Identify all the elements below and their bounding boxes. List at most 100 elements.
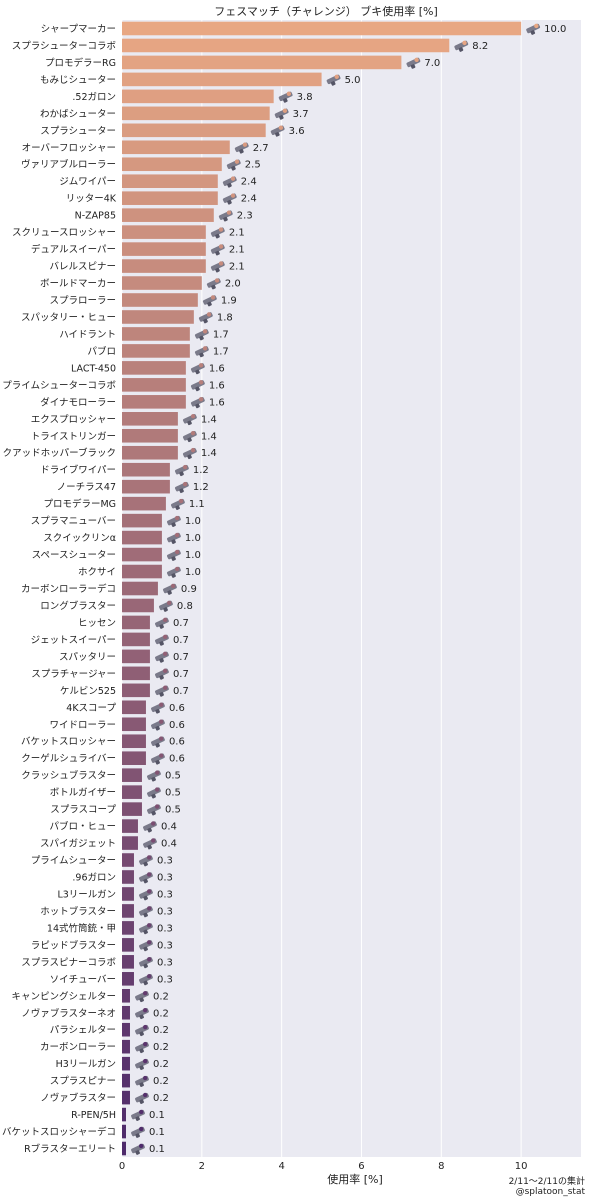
weapon-icon xyxy=(151,753,165,765)
value-label: 1.0 xyxy=(185,550,201,561)
value-label: 2.0 xyxy=(225,279,241,290)
category-label: .52ガロン xyxy=(72,92,116,103)
value-label: 1.2 xyxy=(193,465,209,476)
weapon-icon xyxy=(210,261,225,273)
value-label: 0.6 xyxy=(169,754,185,765)
weapon-icon xyxy=(198,312,213,324)
weapon-icon xyxy=(155,617,169,629)
value-label: 8.2 xyxy=(472,41,488,52)
value-label: 0.5 xyxy=(165,771,181,782)
x-tick-label: 0 xyxy=(119,1161,125,1172)
chart-title: フェスマッチ（チャレンジ） ブキ使用率 [%] xyxy=(214,4,438,18)
x-tick-label: 2 xyxy=(199,1161,205,1172)
bar xyxy=(122,819,138,833)
weapon-icon xyxy=(194,346,209,358)
bar xyxy=(122,191,218,205)
category-label: ノーチラス47 xyxy=(57,482,116,493)
weapon-icon xyxy=(155,685,169,697)
bar xyxy=(122,1056,130,1071)
value-label: 0.3 xyxy=(157,940,173,951)
weapon-icon xyxy=(278,91,293,103)
value-label: 1.9 xyxy=(221,296,237,307)
category-label: スパイガジェット xyxy=(40,839,116,850)
bar xyxy=(122,717,146,732)
category-label: パブロ・ヒュー xyxy=(49,821,116,833)
x-tick-label: 10 xyxy=(515,1161,528,1172)
weapon-icon xyxy=(151,702,165,714)
category-label: シャープマーカー xyxy=(41,24,116,35)
bar xyxy=(122,106,270,121)
category-label: キャンピングシェルター xyxy=(11,990,116,1002)
category-label: ケルビン525 xyxy=(60,686,116,697)
value-label: 0.3 xyxy=(157,889,173,900)
category-label: Rブラスターエリート xyxy=(24,1143,116,1155)
bar xyxy=(122,751,146,765)
value-label: 0.1 xyxy=(149,1110,165,1121)
category-label: クーゲルシュライバー xyxy=(21,753,116,765)
weapon-icon xyxy=(190,363,205,375)
category-label: スプラマニューバー xyxy=(31,516,116,527)
weapon-icon xyxy=(135,1007,149,1020)
weapon-icon xyxy=(139,872,153,884)
value-label: 3.7 xyxy=(293,109,309,120)
category-label: .96ガロン xyxy=(72,872,116,883)
weapon-icon xyxy=(326,74,341,86)
weapon-icon xyxy=(190,397,205,409)
value-label: 0.1 xyxy=(149,1144,165,1155)
value-label: 1.0 xyxy=(185,567,201,578)
weapon-icon xyxy=(167,532,181,544)
bar xyxy=(122,734,146,749)
weapon-icon xyxy=(131,1143,145,1155)
category-label: ボールドマーカー xyxy=(40,279,116,290)
weapon-icon xyxy=(222,176,237,188)
weapon-icon xyxy=(131,1109,145,1121)
value-label: 7.0 xyxy=(424,58,440,69)
weapon-icon xyxy=(131,1126,145,1138)
value-label: 0.2 xyxy=(153,1059,169,1070)
bar xyxy=(122,1073,130,1088)
category-label: 14式竹筒銃・甲 xyxy=(47,922,116,934)
category-label: カーボンローラーデコ xyxy=(21,583,116,595)
bar xyxy=(122,462,170,477)
value-label: 0.9 xyxy=(181,584,197,595)
bar xyxy=(122,38,450,53)
weapon-icon xyxy=(218,210,233,222)
value-label: 3.6 xyxy=(289,126,305,137)
category-label: プロモデラーMG xyxy=(43,498,116,510)
category-label: スクリュースロッシャー xyxy=(12,228,116,239)
bar xyxy=(122,700,146,715)
weapon-icon xyxy=(406,57,421,69)
category-label: ジムワイパー xyxy=(59,177,116,188)
weapon-icon xyxy=(270,125,285,137)
value-label: 0.2 xyxy=(153,1076,169,1087)
category-label: スプラローラー xyxy=(49,296,116,307)
bar xyxy=(122,72,322,87)
weapon-icon xyxy=(135,1041,149,1054)
bar xyxy=(122,598,154,613)
weapon-icon xyxy=(222,193,237,205)
category-label: もみじシューター xyxy=(40,75,116,86)
category-label: パラシェルター xyxy=(50,1025,116,1036)
value-label: 1.6 xyxy=(209,380,225,391)
value-label: 2.1 xyxy=(229,245,245,256)
category-label: ソイチューバー xyxy=(50,974,116,985)
value-label: 0.8 xyxy=(177,601,193,612)
bar xyxy=(122,55,402,70)
source-handle: @splatoon_stat xyxy=(515,1187,585,1197)
weapon-icon xyxy=(194,329,209,341)
category-label: わかばシューター xyxy=(40,109,116,120)
value-label: 0.1 xyxy=(149,1127,165,1138)
bar xyxy=(122,921,134,935)
weapon-icon xyxy=(139,889,153,901)
bar xyxy=(122,378,186,392)
weapon-icon xyxy=(135,990,149,1003)
weapon-icon xyxy=(163,583,177,595)
weapon-icon xyxy=(155,668,169,680)
weapon-icon xyxy=(202,295,217,307)
bar xyxy=(122,649,150,664)
bar xyxy=(122,1141,126,1156)
value-label: 0.3 xyxy=(157,872,173,883)
category-label: L3リールガン xyxy=(57,889,116,900)
category-label: バケットスロッシャー xyxy=(21,737,116,748)
